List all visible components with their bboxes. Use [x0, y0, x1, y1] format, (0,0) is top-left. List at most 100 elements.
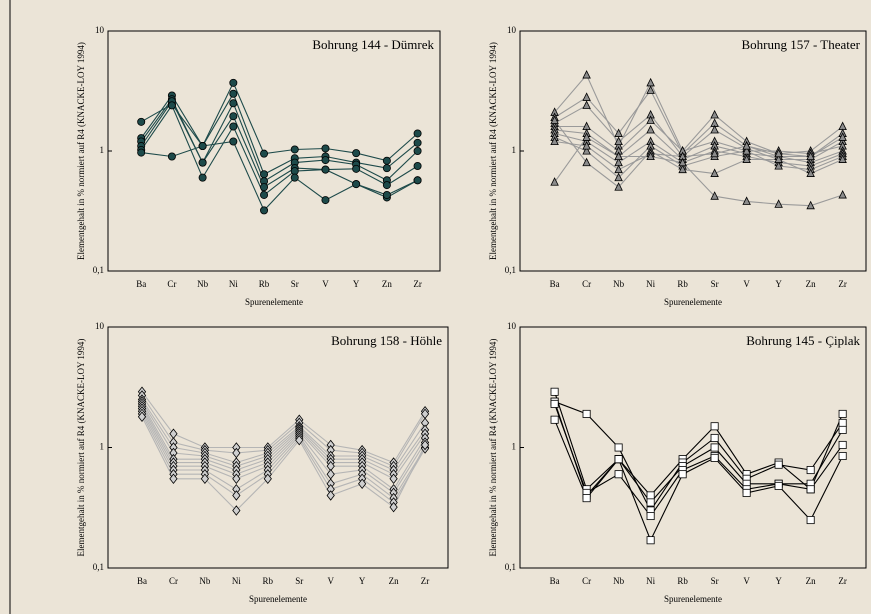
- marker: [582, 146, 591, 155]
- marker: [260, 149, 269, 158]
- marker: [806, 168, 815, 177]
- series-line: [141, 391, 426, 464]
- marker: [232, 505, 241, 516]
- x-tick-label: Y: [775, 576, 782, 586]
- x-tick-label: Nb: [613, 279, 624, 289]
- marker: [646, 151, 655, 160]
- x-tick-label: Ni: [229, 279, 238, 289]
- marker: [382, 190, 391, 199]
- marker: [321, 156, 330, 165]
- marker: [614, 151, 623, 160]
- marker: [646, 124, 655, 134]
- marker: [646, 77, 655, 87]
- marker: [382, 164, 391, 173]
- marker: [838, 452, 847, 461]
- plot-area: [519, 30, 867, 272]
- marker: [710, 109, 719, 119]
- y-tick-label: 10: [507, 321, 517, 331]
- marker: [169, 473, 178, 485]
- series-line: [141, 413, 426, 504]
- marker: [232, 490, 241, 501]
- marker: [614, 455, 623, 464]
- marker: [352, 164, 361, 173]
- marker: [806, 200, 815, 210]
- marker: [710, 422, 719, 431]
- series-line: [141, 416, 426, 512]
- x-tick-label: V: [322, 279, 329, 289]
- marker: [550, 136, 559, 145]
- marker: [710, 443, 719, 452]
- marker: [646, 498, 655, 507]
- marker: [413, 146, 422, 155]
- marker: [137, 117, 146, 126]
- x-tick-label: Sr: [711, 576, 719, 586]
- marker: [582, 100, 591, 109]
- series-line: [554, 401, 844, 512]
- marker: [260, 206, 269, 215]
- marker: [774, 160, 783, 170]
- plot-area: [107, 30, 441, 272]
- marker: [614, 470, 623, 479]
- marker: [646, 536, 655, 545]
- x-tick-label: Sr: [291, 279, 299, 289]
- x-axis-title: Spurenelemente: [245, 297, 303, 307]
- marker: [774, 148, 783, 158]
- x-axis-title: Spurenelemente: [249, 594, 307, 604]
- marker: [263, 473, 272, 485]
- series-line: [140, 100, 418, 188]
- marker: [806, 485, 815, 494]
- x-tick-label: Ba: [137, 576, 147, 586]
- x-tick-label: Ba: [550, 576, 560, 586]
- marker: [678, 157, 687, 167]
- marker: [321, 144, 330, 153]
- marker: [838, 132, 847, 141]
- x-tick-label: Y: [359, 576, 366, 586]
- marker: [678, 164, 687, 174]
- x-tick-label: Cr: [169, 576, 178, 586]
- x-tick-label: Zn: [389, 576, 399, 586]
- x-tick-label: Sr: [295, 576, 303, 586]
- series-line: [141, 408, 426, 494]
- marker: [232, 473, 241, 485]
- marker: [167, 101, 176, 110]
- series-line: [554, 119, 843, 155]
- x-tick-label: Ba: [550, 279, 560, 289]
- marker: [137, 411, 147, 422]
- marker: [646, 115, 655, 124]
- x-tick-label: V: [743, 576, 750, 586]
- chart-title: Bohrung 144 - Dümrek: [312, 37, 434, 52]
- marker: [710, 168, 719, 177]
- x-tick-label: Ni: [646, 576, 655, 586]
- marker: [352, 180, 361, 189]
- marker: [229, 122, 238, 131]
- marker: [838, 189, 847, 199]
- chart-title: Bohrung 157 - Theater: [741, 37, 860, 52]
- y-tick-label: 1: [512, 442, 517, 452]
- y-axis-title: Elementgehalt in % normiert auf R4 (KNAC…: [76, 339, 86, 557]
- y-tick-label: 1: [512, 145, 517, 155]
- series-line: [554, 129, 843, 164]
- chart: Bohrung 145 - Çiplak 0,1 1 10 Ba Cr Nb Ni Rb Sr V Y…: [488, 321, 867, 604]
- marker: [582, 132, 591, 141]
- x-tick-label: Sr: [711, 279, 719, 289]
- marker: [413, 176, 422, 185]
- marker: [413, 161, 422, 170]
- marker: [806, 151, 815, 160]
- series-line: [554, 391, 844, 497]
- marker: [326, 490, 335, 501]
- marker: [582, 494, 591, 503]
- y-tick-label: 0,1: [93, 265, 104, 275]
- y-tick-label: 0,1: [505, 265, 516, 275]
- series-line: [141, 405, 426, 491]
- x-tick-label: Zr: [421, 576, 430, 586]
- marker: [614, 164, 623, 174]
- series-line: [140, 104, 418, 199]
- series-line: [554, 403, 844, 517]
- marker: [582, 157, 591, 167]
- marker: [550, 415, 559, 424]
- x-tick-label: Y: [353, 279, 360, 289]
- marker: [420, 439, 430, 451]
- marker: [198, 173, 207, 182]
- y-tick-label: 10: [95, 321, 105, 331]
